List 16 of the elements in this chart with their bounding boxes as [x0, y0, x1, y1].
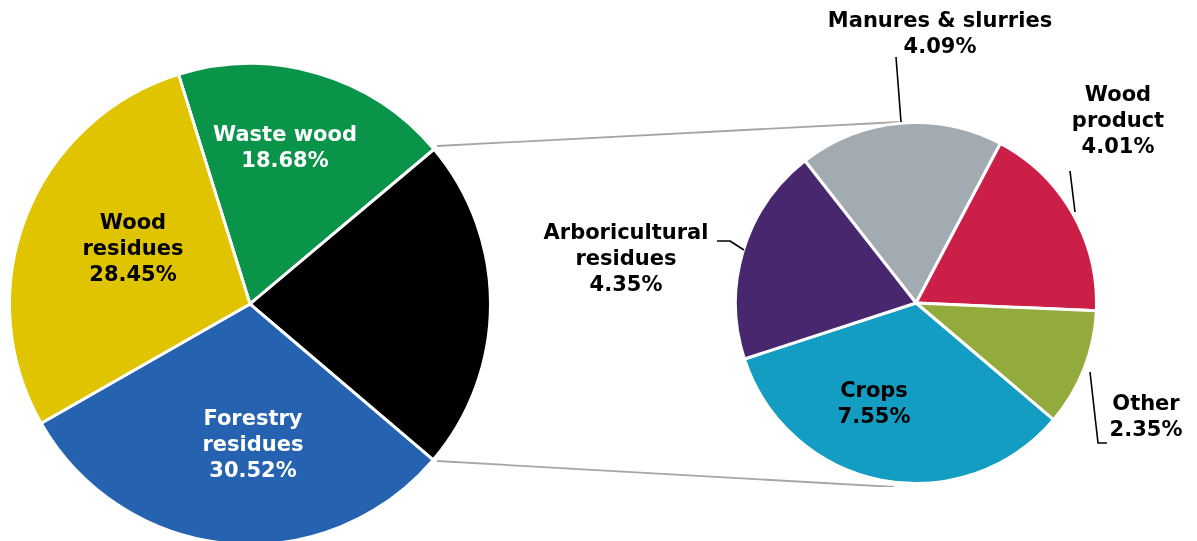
data-label: 28.45%	[89, 262, 177, 287]
slice-label: Crops	[840, 378, 908, 403]
slice-label: Other	[1112, 391, 1181, 416]
slice-label: Waste wood	[213, 122, 357, 147]
data-label: 18.68%	[241, 148, 329, 173]
slice-label: Wood product	[1071, 82, 1165, 133]
data-label: 2.35%	[1109, 417, 1183, 442]
slice-label: Wood residues	[82, 210, 184, 261]
data-label: 4.35%	[589, 272, 663, 297]
data-label: 7.55%	[837, 404, 911, 429]
slice-label: Forestry residues	[202, 406, 304, 457]
data-label: 4.01%	[1081, 134, 1155, 159]
data-label: 30.52%	[209, 458, 297, 483]
slice-label: Manures & slurries	[827, 8, 1053, 33]
slice-label: Arboricultural residues	[543, 220, 709, 271]
data-label: 4.09%	[903, 34, 977, 59]
